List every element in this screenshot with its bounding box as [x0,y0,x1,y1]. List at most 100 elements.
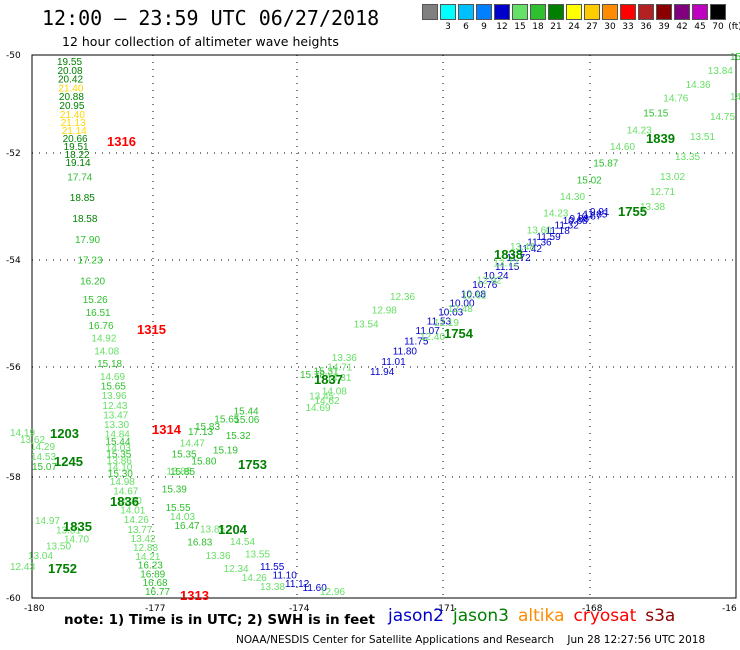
wave-height-value: 13.04 [28,551,53,562]
page-title: 12:00 – 23:59 UTC 06/27/2018 [42,6,380,30]
scale-swatch [602,4,618,20]
scale-label: 42 [676,22,688,32]
pass-time-label: 1752 [48,561,77,576]
scale-label: 36 [640,22,652,32]
wave-height-value: 14.29 [30,442,55,453]
wave-height-value: 20.88 [59,92,84,103]
track-pass-1838: 12.40 12.19 12.48 12.62 12.92 13.72 13.48 13.60… [420,52,740,343]
wave-height-value: 14.62 [315,396,340,407]
wave-height-value: 21.40 [60,110,85,121]
scale-swatch [692,4,708,20]
scale-unit: (ft) [728,22,740,32]
wave-height-value: 13.62 [20,435,45,446]
wave-height-value: 12.88 [133,543,158,554]
satellite-legend-jason3: jason3 [453,606,509,626]
wave-height-value: 10.24 [484,271,509,282]
scale-label: 21 [550,22,562,32]
scale-swatch [566,4,582,20]
wave-height-value: 19.55 [57,57,82,68]
wave-height-value: 16.51 [86,308,111,319]
wave-height-value: 14.67 [113,486,138,497]
wave-height-value: 14.54 [230,537,255,548]
track-pass-1755: 1755 [618,204,647,219]
wave-height-value: 14.03 [170,512,195,523]
track-pass-1245: 1245 [54,454,83,469]
wave-height-value: 17.74 [67,172,92,183]
wave-height-value: 14.26 [124,515,149,526]
wave-height-value: 13.45 [309,392,334,403]
pass-time-label: 1316 [107,134,136,149]
wave-height-value: 16.76 [89,321,114,332]
pass-time-label: 1204 [218,522,248,537]
wave-height-value: 14.23 [627,125,652,136]
footer-note: note: 1) Time is in UTC; 2) SWH is in fe… [64,612,375,628]
satellite-legend-cryosat: cryosat [573,606,637,626]
wave-height-value: 13.55 [245,550,270,561]
wave-height-value: 15.83 [195,422,220,433]
wave-height-value: 12.71 [650,187,675,198]
wave-height-value: 10.76 [472,280,497,291]
wave-height-value: 15.78 [300,370,325,381]
scale-label: 70 [712,22,724,32]
scale-label: 30 [604,22,616,32]
scale-swatch [440,4,456,20]
wave-height-value: 14.47 [180,438,205,449]
wave-height-value: 11.01 [381,357,406,368]
pass-time-label: 1313 [180,588,209,603]
wave-height-value: 11.80 [393,347,418,358]
wave-height-value: 21.14 [62,126,87,137]
wave-height-value: 11.55 [260,562,285,573]
scale-swatch [620,4,636,20]
scale-label: 15 [514,22,526,32]
wave-height-value: 16.68 [143,578,168,589]
wave-height-value: 11.53 [427,317,452,328]
wave-height-value: 16.83 [187,538,212,549]
wave-height-value: 14.10 [107,462,132,473]
altimeter-tracks: 19.5520.0820.4221.4020.8820.9521.4021.13… [10,52,740,603]
wave-height-value: 14.69 [100,372,125,383]
wave-height-value: 12.98 [372,306,397,317]
wave-height-value: 13.77 [127,525,152,536]
wave-height-value: 13.85 [166,467,191,478]
pass-time-label: 1754 [444,326,474,341]
wave-height-value: 15.55 [166,503,191,514]
wave-height-value: 20.95 [59,101,84,112]
wave-height-value: 19.51 [64,142,89,153]
scale-label: 3 [445,22,451,32]
wave-height-value: 11.59 [536,232,561,243]
scale-label: 12 [496,22,508,32]
pass-time-label: 1838 [494,247,523,262]
scale-swatch [710,4,726,20]
scale-label: 45 [694,22,706,32]
wave-height-value: 14.26 [242,573,267,584]
wave-height-value: 13.50 [46,542,71,553]
wave-height-value: 15.32 [226,431,251,442]
pass-time-label: 1836 [110,494,139,509]
wave-height-value: 10.00 [450,298,475,309]
wave-height-value: 13.48 [510,242,535,253]
lat-label: -56 [6,363,21,373]
track-pass-1839: 14.33 14.75 13.51 13.35 13.02 12.71 13.38 1839 [640,92,740,213]
scale-label: 27 [586,22,598,32]
lon-label: -180 [24,604,45,614]
map-frame [31,54,737,599]
wave-height-value: 13.96 [102,391,127,402]
wave-height-value: 14.31 [326,373,351,384]
lon-label: -16 [722,604,737,614]
wave-height-value: 14.76 [663,94,688,105]
wave-height-value: 10.03 [438,308,463,319]
wave-height-value: 15.07 [32,462,57,473]
lon-label: -168 [582,604,603,614]
lat-label: -60 [6,594,21,604]
wave-height-value: 14.70 [64,534,89,545]
wave-height-value: 11.32 [555,220,580,231]
wave-height-value: 14.84 [105,430,130,441]
wave-height-value: 11.07 [416,326,441,337]
wave-height-value: 10.08 [461,289,486,300]
wave-height-value: 15.31 [314,366,339,377]
wave-height-value: 14.21 [135,552,160,563]
scale-swatch [512,4,528,20]
wave-height-value: 14.30 [117,496,142,507]
